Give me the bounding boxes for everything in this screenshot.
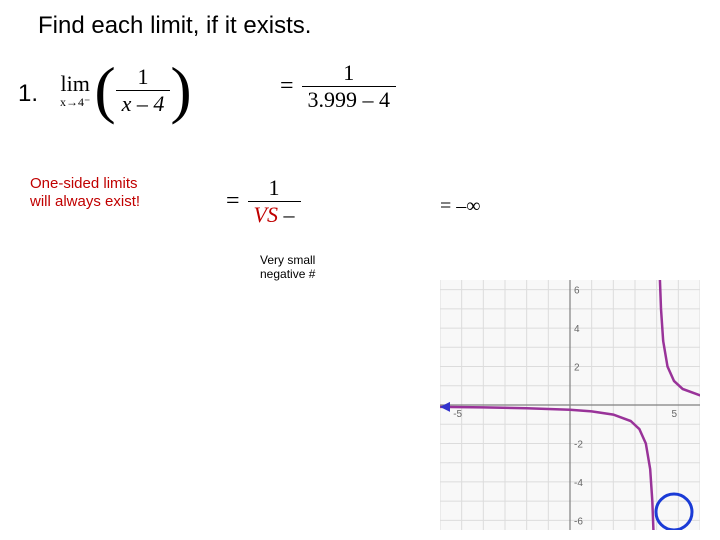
limit-frac-num: 1: [116, 64, 171, 91]
lim-approach: x→4⁻: [60, 95, 90, 110]
step2-equals: =: [226, 175, 248, 228]
limit-fraction: 1 x – 4: [116, 64, 171, 117]
right-paren: ): [170, 60, 191, 120]
step2-vs: VS: [254, 202, 278, 227]
item-number: 1.: [18, 80, 38, 108]
step2-num: 1: [248, 175, 301, 202]
note-line2: will always exist!: [30, 193, 140, 211]
step2-sign: –: [284, 202, 295, 227]
step1-fraction: 1 3.999 – 4: [302, 60, 397, 113]
svg-text:-2: -2: [574, 439, 583, 450]
svg-text:5: 5: [672, 409, 678, 420]
step1-equals: =: [280, 60, 302, 113]
step1-num: 1: [302, 60, 397, 87]
svg-text:-4: -4: [574, 478, 583, 489]
page-title: Find each limit, if it exists.: [38, 12, 311, 40]
limit-frac-den: x – 4: [116, 91, 171, 117]
step1-den: 3.999 – 4: [302, 87, 397, 113]
step2-expression: = 1 VS –: [226, 175, 346, 235]
vs-note-line1: Very small: [260, 253, 315, 267]
step2-den: VS –: [248, 202, 301, 228]
one-sided-note: One-sided limits will always exist!: [30, 175, 140, 211]
step1-expression: = 1 3.999 – 4: [280, 60, 480, 150]
svg-text:6: 6: [574, 286, 580, 297]
step2-fraction: 1 VS –: [248, 175, 301, 228]
svg-text:-5: -5: [453, 409, 462, 420]
svg-text:4: 4: [574, 324, 580, 335]
svg-text:2: 2: [574, 363, 580, 374]
svg-text:-6: -6: [574, 516, 583, 527]
step3-result: = –∞: [440, 195, 481, 218]
note-line1: One-sided limits: [30, 175, 140, 193]
lim-text: lim: [60, 71, 90, 97]
graph-plot: -6 -4 -2 2 4 6 -5 5: [440, 280, 700, 530]
vs-note: Very small negative #: [260, 253, 315, 282]
left-paren: (: [94, 60, 115, 120]
vs-note-line2: negative #: [260, 267, 315, 281]
